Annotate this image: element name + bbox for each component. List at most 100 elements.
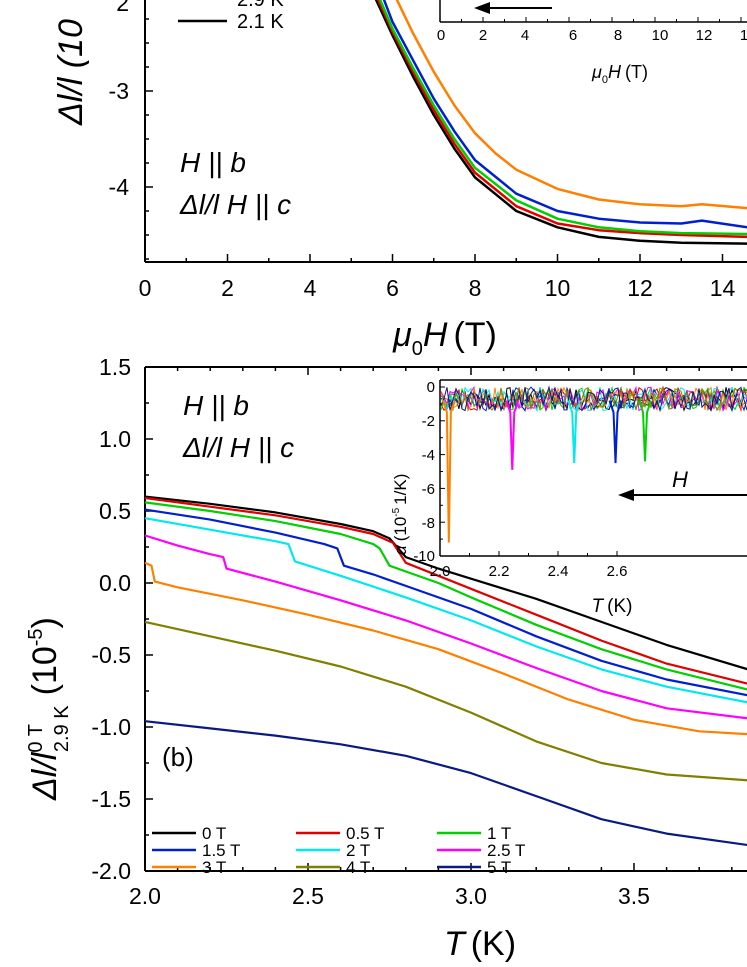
inset-noise-line [440, 386, 747, 412]
top-inset-x-axis-title: μ0H (T) [591, 62, 648, 86]
top-x-tick-label: 0 [139, 275, 152, 301]
top-legend-label-cut: 2.9 K [237, 0, 284, 11]
bottom-y-tick-label: -2.0 [91, 858, 131, 884]
inset-x-tick-label: 2.6 [607, 563, 628, 580]
bottom-series [144, 495, 747, 847]
top-inset-arrow [474, 2, 552, 14]
top-inset-x-tick-label: 6 [569, 27, 577, 44]
top-inset-x-tick-label: 8 [614, 27, 622, 44]
legend-label: 3 T [202, 858, 226, 877]
top-series-line [376, 0, 747, 239]
bottom-y-tick-label: 0.5 [99, 498, 131, 524]
inset-peak [567, 400, 582, 464]
inset-peak [441, 400, 456, 543]
top-x-axis-title: μ0H (T) [392, 316, 497, 360]
bottom-y-tick-label: 0.0 [99, 570, 131, 596]
inset-x-tick-label: 2.4 [548, 563, 569, 580]
inset-noise-line [440, 385, 747, 412]
inset-peak [608, 400, 623, 464]
inset-ticks [439, 386, 618, 557]
inset-y-tick-label: -2 [422, 413, 435, 430]
top-x-tick-label: 10 [545, 275, 571, 301]
top-panel: 2 -3 -4 0 2 4 6 8 10 12 14 μ0H (T) Δl/l (… [52, 0, 747, 360]
top-x-tick-label: 14 [710, 275, 736, 301]
legend: 0 T 0.5 T 1 T 1.5 T 2 T 2.5 T 3 T 4 T 5 T [152, 824, 525, 877]
inset-series [440, 385, 747, 543]
legend-label: 2.5 T [487, 841, 525, 860]
bottom-series-line [144, 501, 747, 691]
inset-y-tick-label: -10 [413, 548, 435, 565]
bottom-series-line [144, 495, 747, 671]
top-annotation-field: H || b [180, 147, 246, 178]
inset-peak [505, 400, 520, 470]
legend-label: 0.5 T [346, 824, 384, 843]
inset-arrow-label: H [672, 467, 688, 492]
inset-noise-line [440, 386, 747, 412]
bottom-inset: 0 -2 -4 -6 -8 -10 2.0 2.2 2.4 2.6 T (K) α… [391, 379, 747, 617]
inset-x-axis-title: T (K) [592, 596, 633, 617]
top-inset-x-tick-label: 1 [740, 27, 747, 44]
legend-label: 5 T [487, 858, 511, 877]
bottom-y-tick-label: -1.0 [91, 714, 131, 740]
inset-y-tick-label: 0 [427, 379, 435, 396]
bottom-y-axis-title: Δl/l0 T 2.9 K(10-5) [25, 617, 73, 801]
inset-y-tick-label: -8 [422, 515, 435, 532]
bottom-y-tick-label: -1.5 [91, 786, 131, 812]
top-inset-ticks [439, 17, 742, 22]
bottom-annotation-field: H || b [183, 390, 249, 421]
top-inset-x-tick-label: 2 [479, 27, 487, 44]
top-series-line [395, 0, 747, 210]
legend-label: 2 T [346, 841, 370, 860]
top-series [374, 0, 747, 245]
bottom-y-tick-label: 1.5 [99, 354, 131, 380]
top-ticks [144, 18, 724, 262]
bottom-series-line [144, 534, 747, 720]
top-x-tick-label: 6 [386, 275, 399, 301]
top-y-tick-label: -4 [109, 174, 130, 200]
top-y-tick-label: -3 [109, 78, 129, 104]
top-series-line [374, 0, 747, 245]
bottom-y-tick-label: -0.5 [91, 642, 131, 668]
bottom-ticks [144, 366, 733, 872]
legend-label: 0 T [202, 824, 226, 843]
inset-peak [638, 400, 652, 462]
inset-noise-line [440, 385, 747, 413]
inset-y-tick-label: -4 [422, 447, 435, 464]
bottom-y-tick-label: 1.0 [99, 426, 131, 452]
top-y-axis-title: Δl/l (10 [52, 19, 90, 126]
inset-field-arrow [618, 489, 747, 501]
top-inset-x-tick-label: 0 [437, 27, 445, 44]
bottom-annotation-measure: Δl/l H || c [182, 432, 294, 463]
legend-label: 4 T [346, 858, 370, 877]
panel-label: (b) [162, 742, 194, 772]
bottom-series-line [144, 496, 747, 685]
bottom-series-line [144, 517, 747, 704]
top-inset-x-tick-label: 4 [521, 27, 529, 44]
top-annotation-measure: Δl/l H || c [179, 189, 291, 220]
top-x-tick-label: 4 [304, 275, 317, 301]
bottom-series-line [144, 620, 747, 782]
bottom-panel: 1.5 1.0 0.5 0.0 -0.5 -1.0 -1.5 -2.0 2.0 … [25, 354, 747, 963]
top-series-line [378, 0, 747, 236]
inset-x-tick-label: 2.0 [430, 563, 451, 580]
bottom-x-tick-label: 2.5 [292, 883, 324, 909]
bottom-series-line [144, 508, 747, 697]
top-series-line [382, 0, 747, 229]
legend-label: 1.5 T [202, 841, 240, 860]
bottom-series-line [144, 561, 747, 736]
bottom-series-line [144, 720, 747, 847]
inset-x-tick-label: 2.2 [489, 563, 510, 580]
top-y-tick-label: 2 [116, 0, 129, 16]
bottom-x-tick-label: 3.5 [618, 883, 650, 909]
inset-y-tick-label: -6 [422, 481, 435, 498]
top-inset-x-tick-label: 12 [696, 27, 713, 44]
top-legend-label: 2.1 K [237, 11, 284, 33]
inset-y-axis-title: α(10-51/K) [391, 474, 410, 555]
top-inset-x-tick-label: 10 [652, 27, 669, 44]
legend-label: 1 T [487, 824, 511, 843]
bottom-x-tick-label: 2.0 [129, 883, 161, 909]
top-x-tick-label: 12 [627, 275, 653, 301]
top-x-tick-label: 8 [469, 275, 482, 301]
bottom-x-axis-title: T (K) [444, 925, 516, 963]
